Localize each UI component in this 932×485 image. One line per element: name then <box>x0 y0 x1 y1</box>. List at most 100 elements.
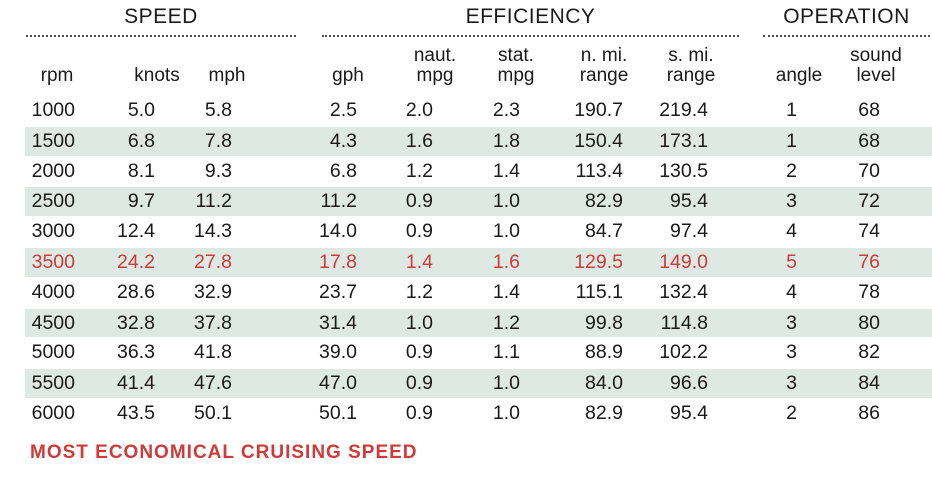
cell-sound-level: 86 <box>858 401 880 424</box>
cell-sound-level: 72 <box>797 185 932 218</box>
table-row: 3500 24.2 27.8 17.8 1.4 1.6 129.5 149.0 … <box>25 245 932 278</box>
cell-smi-range: 132.4 <box>659 280 708 303</box>
cell-smi-range: 96.6 <box>623 367 708 399</box>
column-header-naut-mpg: naut. mpg <box>413 45 457 86</box>
cell-stat-mpg: 1.1 <box>492 341 520 364</box>
cell-nmi-range: 84.0 <box>520 367 623 399</box>
cell-angle: 1 <box>786 99 797 121</box>
cell-sound-level: 84 <box>797 367 932 399</box>
cell-smi-range: 114.8 <box>623 306 708 339</box>
cell-nmi-range: 129.5 <box>520 245 623 278</box>
cell-angle: 4 <box>786 280 797 303</box>
cell-stat-mpg: 1.0 <box>433 367 520 399</box>
column-header-mph: mph <box>208 65 246 86</box>
column-header-stat-mpg: stat. mpg <box>497 45 535 86</box>
cell-rpm: 3500 <box>25 245 75 278</box>
cell-angle: 5 <box>708 245 797 278</box>
cell-sound-level: 76 <box>797 245 932 278</box>
cell-stat-mpg: 1.2 <box>433 306 520 339</box>
cell-mph: 41.8 <box>194 341 232 364</box>
cell-gph: 6.8 <box>329 159 357 182</box>
cell-stat-mpg: 1.0 <box>492 401 520 424</box>
group-title-speed: SPEED <box>124 5 198 28</box>
cell-naut-mpg: 1.2 <box>405 280 433 303</box>
cell-knots: 36.3 <box>117 341 155 364</box>
table-row: 2500 9.7 11.2 11.2 0.9 1.0 82.9 95.4 3 7… <box>25 185 932 218</box>
cell-gph: 17.8 <box>232 245 357 278</box>
cell-knots: 12.4 <box>117 220 155 243</box>
cell-stat-mpg: 1.8 <box>433 124 520 157</box>
cell-knots: 28.6 <box>117 280 155 303</box>
cell-smi-range: 149.0 <box>623 245 708 278</box>
table-row: 1500 6.8 7.8 4.3 1.6 1.8 150.4 173.1 1 6… <box>25 124 932 157</box>
cell-stat-mpg: 1.0 <box>492 220 520 243</box>
cell-rpm: 2500 <box>25 185 75 218</box>
cell-gph: 23.7 <box>319 280 357 303</box>
cell-rpm: 5500 <box>25 367 75 399</box>
cell-stat-mpg: 1.4 <box>492 280 520 303</box>
group-title-operation: OPERATION <box>783 5 910 28</box>
table-row: 4000 28.6 32.9 23.7 1.2 1.4 115.1 132.4 … <box>25 277 932 307</box>
cell-nmi-range: 84.7 <box>585 220 623 243</box>
cell-nmi-range: 82.9 <box>585 401 623 424</box>
group-title-efficiency: EFFICIENCY <box>465 5 596 28</box>
cell-gph: 50.1 <box>319 401 357 424</box>
cell-rpm: 5000 <box>31 341 75 364</box>
cell-gph: 31.4 <box>232 306 357 339</box>
cell-angle: 3 <box>708 367 797 399</box>
cell-knots: 8.1 <box>127 159 155 182</box>
table-row: 5000 36.3 41.8 39.0 0.9 1.1 88.9 102.2 3… <box>25 338 932 368</box>
cell-stat-mpg: 1.6 <box>433 245 520 278</box>
cell-sound-level: 74 <box>858 220 880 243</box>
cell-sound-level: 78 <box>858 280 880 303</box>
cell-knots: 41.4 <box>75 367 155 399</box>
cell-mph: 11.2 <box>155 185 232 218</box>
cell-gph: 14.0 <box>319 220 357 243</box>
cell-angle: 2 <box>786 159 797 182</box>
cell-mph: 7.8 <box>155 124 232 157</box>
cell-nmi-range: 115.1 <box>575 280 623 303</box>
column-header-nmi-range: n. mi. range <box>579 45 629 86</box>
cell-naut-mpg: 0.9 <box>405 220 433 243</box>
data-table: 1000 5.0 5.8 2.5 2.0 2.3 190.7 219.4 1 6… <box>25 96 932 428</box>
cell-sound-level: 70 <box>858 159 880 182</box>
cell-mph: 37.8 <box>155 306 232 339</box>
cell-nmi-range: 88.9 <box>585 341 623 364</box>
cell-smi-range: 130.5 <box>659 159 708 182</box>
cell-smi-range: 95.4 <box>623 185 708 218</box>
cell-angle: 3 <box>708 185 797 218</box>
cell-rpm: 2000 <box>31 159 75 182</box>
cell-naut-mpg: 2.0 <box>405 99 433 121</box>
cell-gph: 2.5 <box>329 99 357 121</box>
cell-smi-range: 102.2 <box>659 341 708 364</box>
cell-rpm: 1000 <box>31 99 75 121</box>
cell-naut-mpg: 0.9 <box>405 401 433 424</box>
cell-stat-mpg: 2.3 <box>492 99 520 121</box>
column-header-smi-range: s. mi. range <box>666 45 716 86</box>
cell-mph: 27.8 <box>155 245 232 278</box>
group-header-speed: SPEED <box>26 5 296 37</box>
cell-angle: 1 <box>708 124 797 157</box>
cell-mph: 9.3 <box>204 159 232 182</box>
cell-gph: 47.0 <box>232 367 357 399</box>
group-header-efficiency: EFFICIENCY <box>322 5 739 37</box>
cell-nmi-range: 99.8 <box>520 306 623 339</box>
cell-rpm: 4000 <box>31 280 75 303</box>
table-row: 1000 5.0 5.8 2.5 2.0 2.3 190.7 219.4 1 6… <box>25 96 932 126</box>
cell-smi-range: 173.1 <box>623 124 708 157</box>
cell-knots: 9.7 <box>75 185 155 218</box>
cell-mph: 32.9 <box>194 280 232 303</box>
footer-note: MOST ECONOMICAL CRUISING SPEED <box>30 442 418 463</box>
cell-knots: 6.8 <box>75 124 155 157</box>
cell-rpm: 3000 <box>31 220 75 243</box>
table-row: 3000 12.4 14.3 14.0 0.9 1.0 84.7 97.4 4 … <box>25 217 932 247</box>
column-header-angle: angle <box>775 65 823 86</box>
cell-nmi-range: 150.4 <box>520 124 623 157</box>
group-header-operation: OPERATION <box>763 5 930 37</box>
column-header-sound-level: sound level <box>850 45 902 86</box>
cell-smi-range: 97.4 <box>670 220 708 243</box>
cell-rpm: 4500 <box>25 306 75 339</box>
cell-nmi-range: 113.4 <box>575 159 623 182</box>
cell-angle: 2 <box>786 401 797 424</box>
